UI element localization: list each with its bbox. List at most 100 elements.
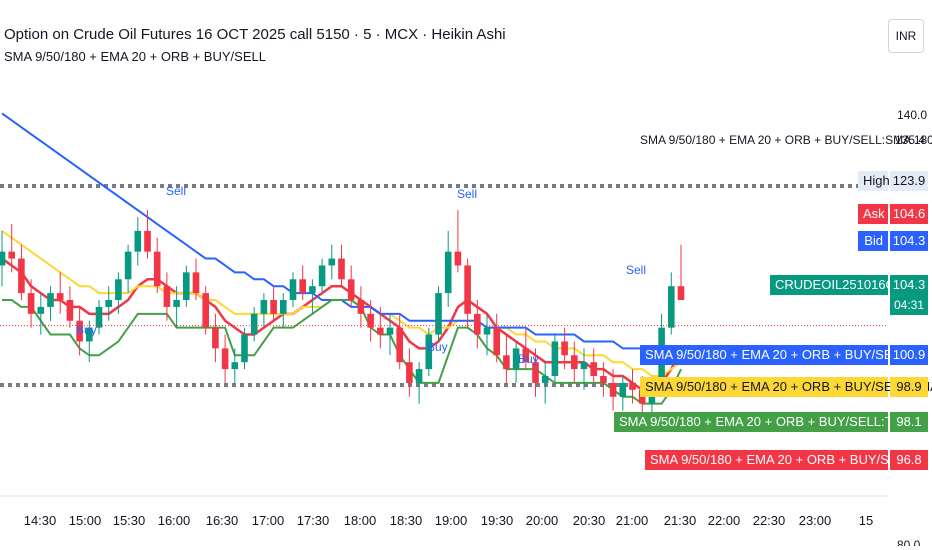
candle-body bbox=[435, 293, 442, 335]
candle bbox=[318, 258, 326, 294]
time-tick-label: 16:00 bbox=[157, 513, 191, 528]
bar-countdown: 04:31 bbox=[893, 298, 925, 312]
candle bbox=[47, 286, 54, 321]
candle-body bbox=[600, 376, 607, 383]
candle-body bbox=[163, 286, 171, 307]
candle bbox=[435, 286, 442, 342]
indicator-tag-1-value: 98.9 bbox=[890, 377, 928, 397]
time-tick-label: 20:00 bbox=[525, 513, 559, 528]
candle-body bbox=[27, 293, 35, 314]
candle bbox=[677, 244, 685, 301]
candle bbox=[444, 230, 452, 307]
candle-body bbox=[318, 265, 326, 287]
candle-body bbox=[56, 293, 64, 301]
signal-buy: Buy bbox=[76, 323, 97, 337]
candle bbox=[202, 286, 209, 335]
indicator-legend[interactable]: SMA 9/50/180 + EMA 20 + ORB + BUY/SELL bbox=[4, 49, 266, 64]
candle-body bbox=[561, 341, 568, 356]
time-tick-label: 20:30 bbox=[572, 513, 606, 528]
candle bbox=[18, 244, 25, 301]
candle-body bbox=[328, 258, 336, 266]
price-tick-bottom: 80.0 bbox=[897, 538, 921, 546]
candle bbox=[590, 348, 597, 383]
candle bbox=[483, 313, 491, 356]
candle-body bbox=[76, 320, 83, 342]
indicator-tag-3-value: 96.8 bbox=[890, 450, 928, 470]
candle bbox=[474, 300, 481, 349]
time-tick-label: 18:30 bbox=[389, 513, 423, 528]
candle bbox=[493, 313, 500, 363]
candle bbox=[415, 362, 423, 404]
candle-body bbox=[629, 382, 636, 390]
candle-body bbox=[66, 300, 74, 321]
candle bbox=[221, 334, 229, 383]
candle-body bbox=[406, 362, 413, 383]
candle bbox=[231, 348, 239, 383]
candle-body bbox=[347, 279, 355, 301]
chart-title: Option on Crude Oil Futures 16 OCT 2025 … bbox=[4, 26, 506, 43]
candle bbox=[619, 376, 627, 411]
candle bbox=[124, 244, 132, 294]
signal-buy: Buy bbox=[518, 352, 539, 366]
signal-sell: Sell bbox=[457, 187, 478, 201]
signal-sell: Sell bbox=[166, 184, 187, 198]
candle bbox=[280, 293, 287, 328]
candle bbox=[532, 348, 539, 397]
candle-body bbox=[668, 286, 675, 328]
price-tick-top: 140.0 bbox=[897, 108, 928, 122]
candle bbox=[105, 286, 112, 321]
candle-body bbox=[241, 334, 248, 363]
candle bbox=[37, 293, 45, 335]
candle-body bbox=[522, 348, 530, 363]
indicator-tag-0-label: SMA 9/50/180 + EMA 20 + ORB + BUY/SELL:S… bbox=[640, 345, 932, 365]
candle bbox=[76, 306, 83, 356]
time-tick-label: 21:00 bbox=[615, 513, 649, 528]
candle bbox=[95, 300, 103, 335]
candle bbox=[66, 286, 74, 328]
candle bbox=[8, 224, 15, 273]
candle-body bbox=[192, 272, 200, 294]
candle bbox=[153, 237, 161, 294]
indicator-tag-0-value: 100.9 bbox=[890, 345, 928, 365]
candle-body bbox=[474, 313, 481, 335]
candle-body bbox=[503, 355, 510, 370]
time-tick-label: 16:30 bbox=[205, 513, 239, 528]
signal-sell: Sell bbox=[626, 263, 647, 277]
candle-body bbox=[532, 362, 539, 383]
time-tick-label: 15 bbox=[858, 513, 874, 528]
indicator-tag-2-label: SMA 9/50/180 + EMA 20 + ORB + BUY/SELL:T… bbox=[614, 412, 932, 432]
candle bbox=[503, 334, 510, 383]
currency-button[interactable]: INR bbox=[888, 19, 924, 53]
candle-body bbox=[289, 279, 297, 301]
candle-body bbox=[299, 279, 306, 294]
time-tick-label: 17:30 bbox=[296, 513, 330, 528]
candle bbox=[134, 217, 142, 266]
time-tick-label: 22:30 bbox=[752, 513, 786, 528]
indicator-tag-1-label: SMA 9/50/180 + EMA 20 + ORB + BUY/SELL:E… bbox=[640, 377, 932, 397]
candle bbox=[406, 348, 413, 397]
candle bbox=[629, 369, 636, 404]
candle-body bbox=[95, 306, 103, 328]
candle bbox=[56, 272, 64, 314]
candle bbox=[609, 369, 617, 411]
candle bbox=[289, 272, 297, 307]
candle-body bbox=[338, 258, 345, 280]
candle bbox=[561, 327, 568, 370]
candle-body bbox=[580, 362, 588, 370]
candle-body bbox=[124, 251, 132, 280]
sma180-value: 135.4 bbox=[895, 133, 926, 147]
candle bbox=[580, 348, 588, 390]
last-price-value: 104.3 bbox=[892, 277, 926, 292]
candle-body bbox=[512, 348, 520, 370]
time-tick-label: 22:00 bbox=[707, 513, 741, 528]
candle bbox=[260, 293, 268, 328]
candle bbox=[464, 258, 471, 328]
candle bbox=[386, 313, 394, 356]
candle bbox=[668, 272, 675, 335]
candle bbox=[571, 341, 578, 383]
candle-body bbox=[357, 300, 365, 314]
candle-body bbox=[444, 251, 452, 294]
candle-body bbox=[212, 327, 219, 349]
candle bbox=[338, 244, 345, 287]
